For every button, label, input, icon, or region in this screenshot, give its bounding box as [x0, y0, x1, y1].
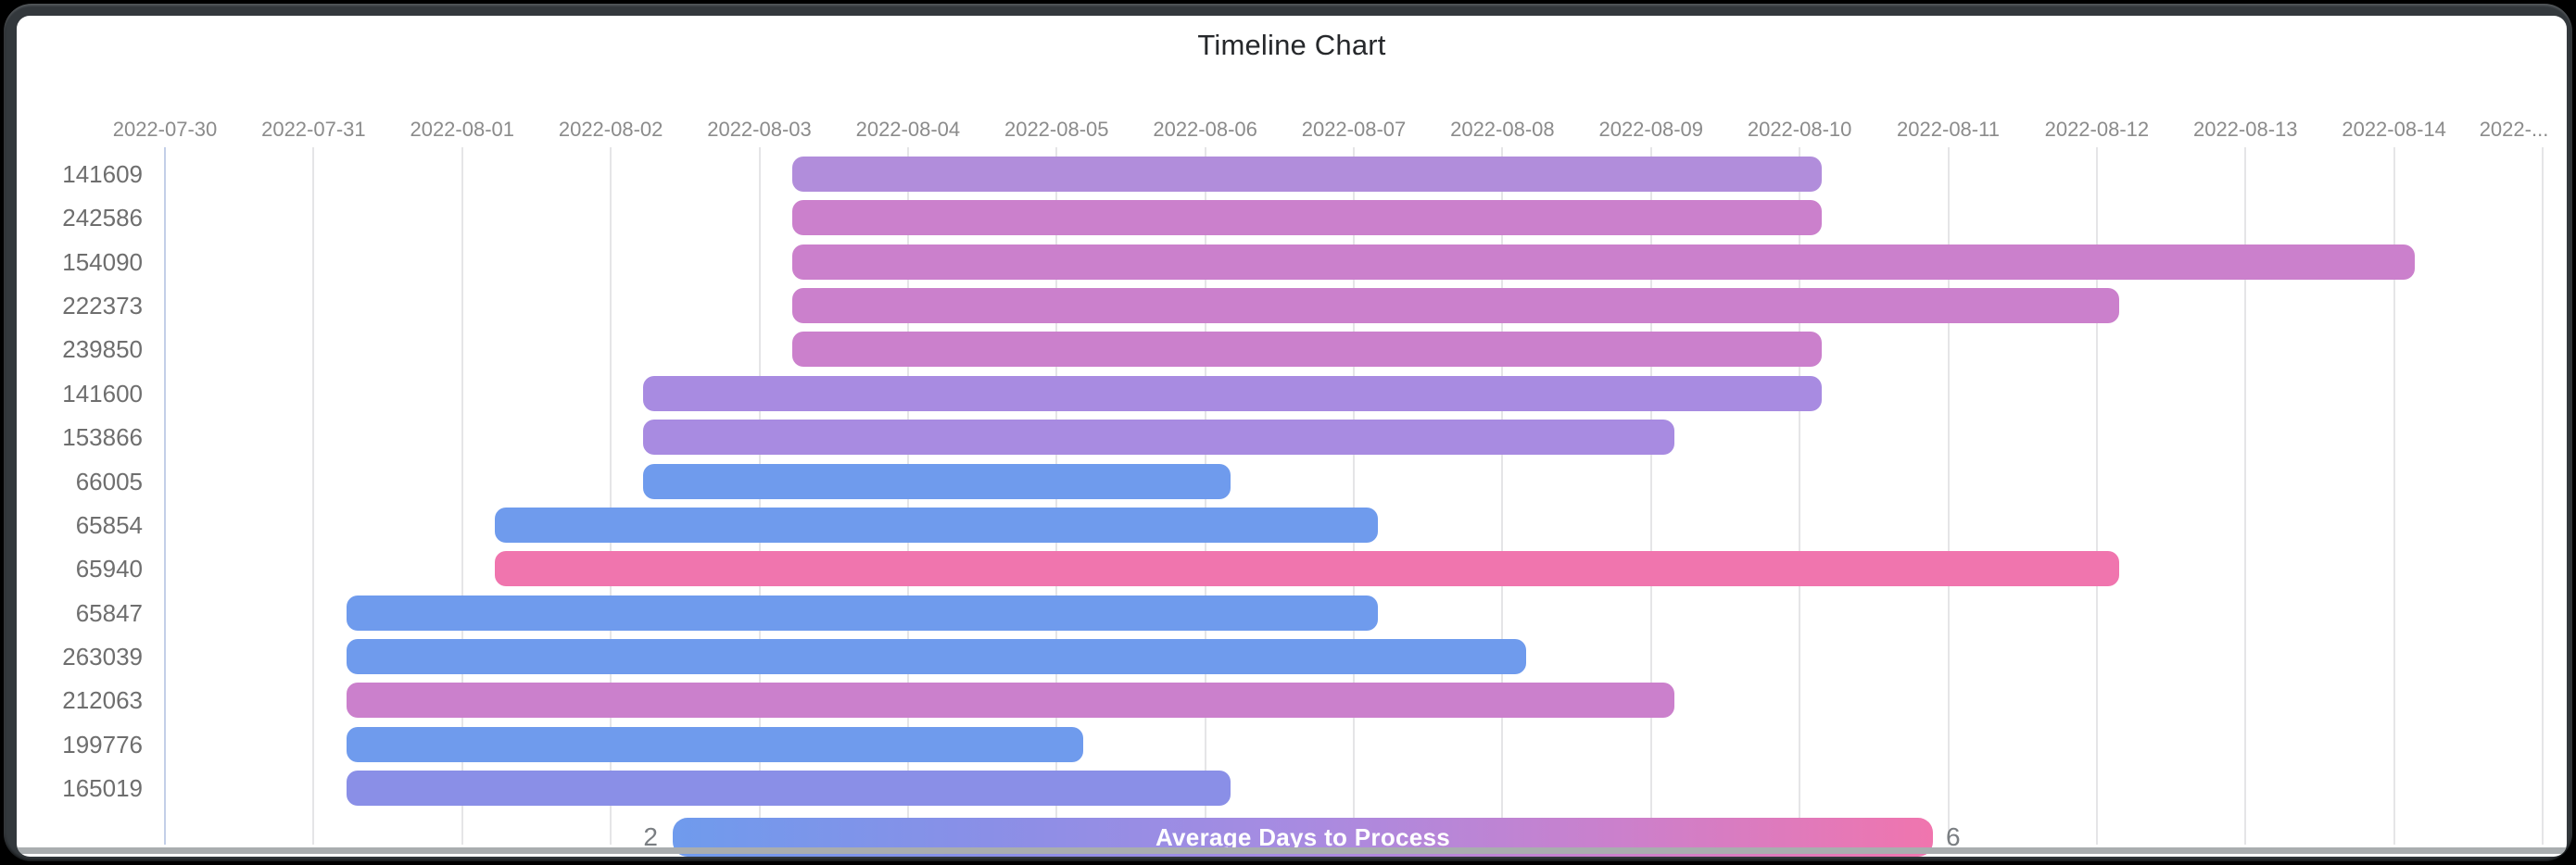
gridline-2022-08-13 [2244, 147, 2247, 845]
gridline-2022-07-31 [312, 147, 315, 845]
timeline-bar-153866[interactable] [643, 420, 1675, 456]
row-label-141609: 141609 [62, 160, 143, 188]
timeline-bar-154090[interactable] [791, 244, 2416, 280]
row-label-154090: 154090 [62, 247, 143, 276]
gridline-2022-08-11 [1947, 147, 1950, 845]
row-label-239850: 239850 [62, 335, 143, 364]
timeline-bar-165019[interactable] [346, 771, 1231, 807]
row-label-65940: 65940 [75, 555, 143, 583]
row-label-263039: 263039 [62, 642, 143, 671]
x-axis-tick-label: 2022-07-30 [112, 118, 218, 141]
window-frame: Timeline Chart 2022-07-30 2022-07-31 2022-… [4, 4, 2572, 861]
row-label-141600: 141600 [62, 379, 143, 407]
gridline-2022-07-30 [164, 147, 166, 845]
timeline-bar-141609[interactable] [791, 157, 1823, 192]
row-label-242586: 242586 [62, 204, 143, 232]
chart-title: Timeline Chart [1197, 29, 1386, 61]
gridline-2022-08-07 [1353, 147, 1355, 845]
row-label-222373: 222373 [62, 292, 143, 320]
legend-title: Average Days to Process [1155, 822, 1451, 851]
x-axis-tick-label: 2022-08-06 [1153, 118, 1257, 141]
x-axis-tick-label: 2022-08-04 [855, 118, 961, 141]
x-axis-tick-label: 2022-08-09 [1598, 118, 1704, 141]
x-axis-tick-label: 2022-07-31 [261, 118, 366, 141]
gridline-2022-08-09 [1649, 147, 1652, 845]
x-axis-tick-label: 2022-08-08 [1450, 118, 1555, 141]
timeline-bar-66005[interactable] [643, 463, 1231, 499]
timeline-bar-199776[interactable] [346, 726, 1084, 762]
timeline-bar-263039[interactable] [346, 638, 1527, 674]
legend-max-label: 6 [1946, 822, 1961, 851]
gridline-2022-08-10 [1799, 147, 1801, 845]
x-axis-tick-label: 2022-08-10 [1747, 118, 1852, 141]
x-axis-tick-label: 2022-... [2479, 118, 2549, 141]
gridline-2022-08-02 [610, 147, 612, 845]
gridline-2022-... [2542, 147, 2544, 845]
row-label-212063: 212063 [62, 686, 143, 715]
x-axis-tick-label: 2022-08-13 [2192, 118, 2298, 141]
chart-card: Timeline Chart 2022-07-30 2022-07-31 2022-… [17, 16, 2567, 857]
x-axis-tick-label: 2022-08-03 [707, 118, 812, 141]
x-axis-tick-label: 2022-08-02 [558, 118, 663, 141]
timeline-bar-141600[interactable] [643, 375, 1823, 411]
timeline-bar-242586[interactable] [791, 200, 1823, 236]
timeline-bar-65940[interactable] [495, 551, 2119, 587]
x-axis-tick-label: 2022-08-12 [2044, 118, 2150, 141]
timeline-bar-65847[interactable] [346, 595, 1378, 631]
timeline-bar-65854[interactable] [495, 507, 1378, 543]
x-axis-tick-label: 2022-08-05 [1004, 118, 1109, 141]
x-axis-tick-label: 2022-08-14 [2342, 118, 2446, 141]
x-axis-tick-label: 2022-08-11 [1897, 118, 2000, 141]
x-axis-tick-label: 2022-08-01 [410, 118, 515, 141]
row-label-65854: 65854 [75, 510, 143, 539]
x-axis-tick-label: 2022-08-07 [1301, 118, 1407, 141]
gridline-2022-08-12 [2095, 147, 2098, 845]
horizontal-scrollbar[interactable] [17, 847, 2567, 854]
row-label-165019: 165019 [62, 774, 143, 803]
legend-min-label: 2 [643, 822, 658, 851]
row-label-66005: 66005 [75, 467, 143, 495]
gridline-2022-08-01 [461, 147, 463, 845]
timeline-bar-239850[interactable] [791, 332, 1823, 368]
row-label-65847: 65847 [75, 598, 143, 627]
row-label-153866: 153866 [62, 423, 143, 452]
timeline-bar-222373[interactable] [791, 288, 2119, 324]
gridline-2022-08-08 [1501, 147, 1504, 845]
timeline-bar-212063[interactable] [346, 683, 1675, 719]
gridline-2022-08-14 [2393, 147, 2395, 845]
row-label-199776: 199776 [62, 730, 143, 758]
